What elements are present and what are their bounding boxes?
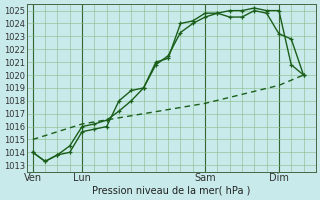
X-axis label: Pression niveau de la mer( hPa ): Pression niveau de la mer( hPa ) bbox=[92, 186, 251, 196]
